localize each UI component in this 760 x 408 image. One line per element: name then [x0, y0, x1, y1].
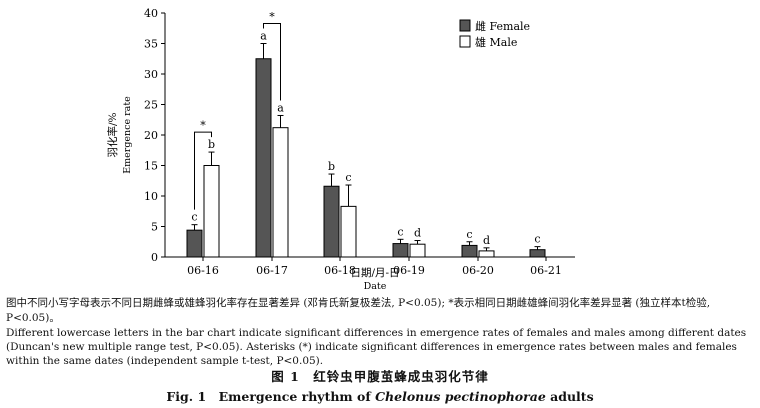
legend-swatch	[459, 19, 471, 32]
y-tick-label: 40	[144, 7, 158, 20]
figure-title-prefix: Fig. 1 Emergence rhythm of	[166, 389, 376, 404]
significance-letter: d	[483, 234, 490, 247]
bar-male	[478, 250, 495, 258]
emergence-bar-chart: 0 5 10 15 20 25 30 35 40 06-16 06-17 06-18 06-19 06-2…	[106, 7, 575, 290]
figure-title-species: Chelonus pectinophorae	[375, 389, 546, 404]
y-tick-label: 5	[151, 221, 158, 234]
y-tick-label: 25	[144, 99, 158, 112]
legend-swatch	[459, 35, 471, 48]
x-tick-label: 06-17	[256, 264, 288, 277]
bar-female	[392, 243, 409, 258]
chart-legend: 雌 Female 雄 Male	[459, 19, 530, 49]
significance-bracket	[263, 23, 281, 101]
significance-letter: b	[208, 138, 215, 151]
bar-male	[272, 127, 289, 258]
x-tick-label: 06-19	[393, 264, 425, 277]
significance-letter: d	[414, 227, 421, 240]
significance-letter: c	[345, 171, 351, 184]
x-axis-title-english: Date	[364, 281, 387, 290]
caption-note-chinese: 图中不同小写字母表示不同日期雌蜂或雄蜂羽化率存在显著差异 (邓肯氏新复极差法, …	[6, 297, 711, 324]
y-tick-label: 15	[144, 160, 158, 173]
bar-female	[323, 185, 340, 258]
significance-letter: c	[534, 233, 540, 246]
y-tick-label: 20	[144, 129, 158, 142]
figure-title-english: Fig. 1 Emergence rhythm of Chelonus pect…	[0, 386, 760, 405]
bar-female	[461, 244, 478, 258]
legend-label: 雌 Female	[475, 19, 530, 33]
significance-letter: a	[277, 101, 284, 114]
figure-title-chinese: 图 1 红铃虫甲腹茧蜂成虫羽化节律	[271, 369, 489, 384]
y-axis-title-english: Emergence rate	[122, 96, 133, 174]
bar-male	[409, 243, 426, 258]
significance-letter: c	[397, 225, 403, 238]
legend-label: 雄 Male	[475, 35, 517, 49]
bar-female	[529, 249, 546, 258]
chart-axes: 0 5 10 15 20 25 30 35 40 06-16 06-17 06-18 06-19 06-2…	[106, 7, 575, 290]
x-tick-label: 06-16	[187, 264, 219, 277]
y-tick-label: 35	[144, 38, 158, 51]
x-tick-label: 06-18	[324, 264, 356, 277]
bar-male	[340, 205, 357, 258]
x-axis-title-chinese: 日期/月-日	[350, 267, 399, 279]
significance-asterisk: *	[200, 119, 206, 132]
chart-bars	[186, 43, 546, 258]
y-tick-label: 0	[151, 251, 158, 264]
significance-letter: c	[466, 228, 472, 241]
bar-female	[255, 58, 272, 258]
y-tick-label: 10	[144, 190, 158, 203]
bar-male	[203, 165, 220, 258]
y-axis-title-chinese: 羽化率/%	[106, 112, 119, 157]
caption-note-english: Different lowercase letters in the bar c…	[6, 327, 747, 367]
significance-letter: a	[260, 30, 267, 43]
significance-bracket	[194, 131, 212, 210]
significance-letter: c	[191, 211, 197, 224]
y-tick-label: 30	[144, 68, 158, 81]
significance-letter: b	[328, 160, 335, 173]
significance-asterisk: *	[269, 11, 275, 24]
bar-female	[186, 229, 203, 258]
figure-title-suffix: adults	[545, 389, 594, 404]
x-tick-label: 06-20	[462, 264, 494, 277]
x-tick-label: 06-21	[530, 264, 562, 277]
